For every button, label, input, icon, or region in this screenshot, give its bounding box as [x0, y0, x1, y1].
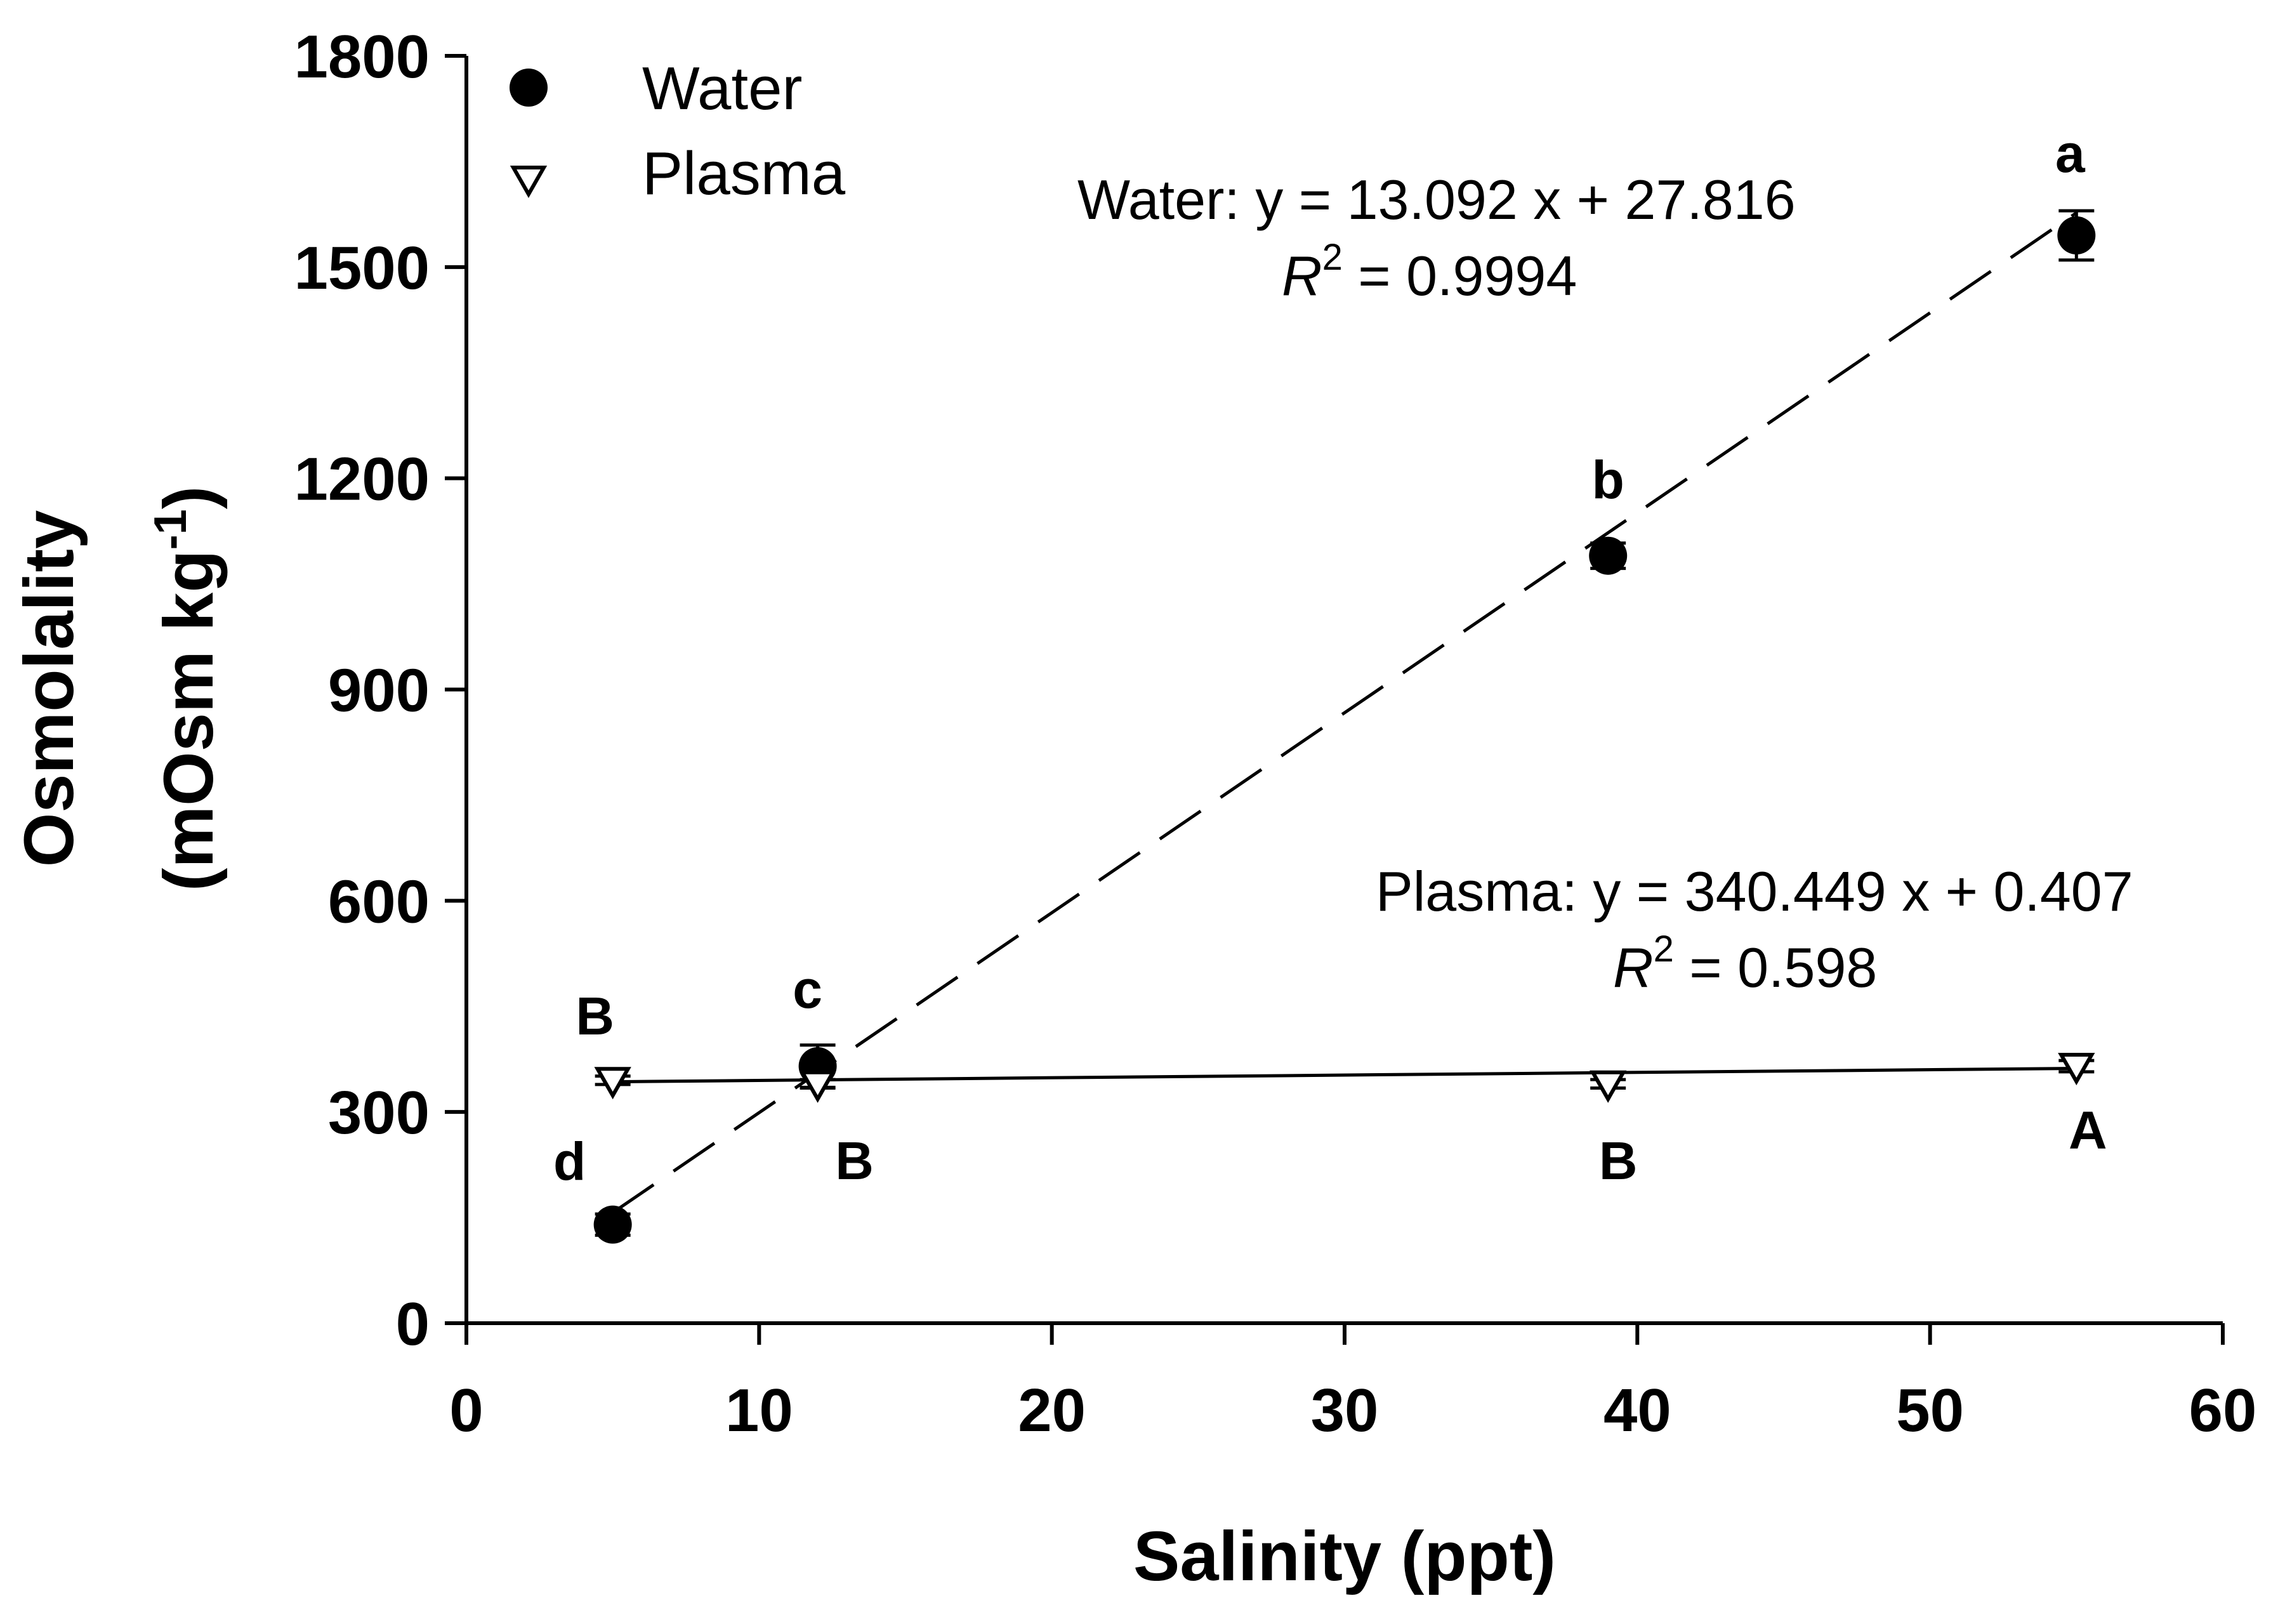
y-axis-title-line1: Osmolality	[10, 510, 88, 867]
y-tick-label: 1500	[294, 234, 430, 302]
legend-water-label: Water	[642, 55, 802, 122]
y-axis-title-line2: (mOsm kg-1)	[145, 486, 228, 892]
fit-lines-layer	[612, 211, 2077, 1214]
y-tick-label: 0	[396, 1290, 430, 1358]
x-tick-label: 60	[2189, 1376, 2257, 1444]
water-r-exponent: 2	[1322, 237, 1343, 278]
plasma-r-symbol: R	[1613, 936, 1654, 999]
water-r-symbol: R	[1282, 244, 1322, 307]
plasma-point	[1590, 1070, 1627, 1103]
plasma-fit-line	[612, 1066, 2077, 1084]
water-point	[1589, 536, 1628, 575]
y-axis-title-exponent: -1	[145, 509, 196, 550]
plasma-point	[799, 1070, 836, 1103]
x-tick-label: 30	[1311, 1376, 1379, 1444]
plasma-point	[2058, 1053, 2095, 1086]
water-significance-letter: a	[2055, 124, 2086, 183]
legend-plasma-label: Plasma	[642, 140, 846, 208]
plasma-r-squared: R2 = 0.598	[1613, 928, 1877, 999]
plasma-significance-letter: B	[835, 1131, 874, 1191]
y-tick-label: 1200	[294, 446, 430, 513]
plasma-point	[594, 1067, 631, 1100]
plasma-significance-letter: A	[2069, 1100, 2107, 1160]
water-significance-letter: c	[793, 960, 822, 1019]
water-point	[593, 1205, 632, 1244]
water-r-value: = 0.9994	[1343, 244, 1577, 307]
y-tick-label: 1800	[294, 23, 430, 91]
axes-layer: 0 300 600 900 1200 1500 1800 0 10 20 30 40 50 60	[294, 23, 2256, 1444]
plasma-r-exponent: 2	[1654, 928, 1674, 970]
text-layer: Salinity (ppt) Osmolality (mOsm kg-1) d c b a B…	[10, 55, 2133, 1595]
x-tick-label: 50	[1896, 1376, 1964, 1444]
water-r-squared: R2 = 0.9994	[1282, 237, 1577, 307]
data-points-layer	[510, 69, 2096, 1244]
plasma-r-value: = 0.598	[1674, 936, 1878, 999]
x-tick-label: 0	[449, 1376, 483, 1444]
y-tick-label: 600	[328, 868, 430, 935]
x-tick-label: 10	[725, 1376, 793, 1444]
water-significance-letter: d	[553, 1132, 586, 1192]
legend-water-marker	[510, 69, 548, 107]
water-point	[2057, 216, 2096, 254]
plasma-significance-letter: B	[1599, 1131, 1638, 1191]
y-axis-title-unit: (mOsm kg	[150, 550, 228, 891]
x-tick-label: 40	[1603, 1376, 1671, 1444]
y-axis-title-close: )	[150, 486, 228, 510]
plasma-significance-letter: B	[576, 986, 614, 1046]
y-tick-label: 300	[328, 1079, 430, 1147]
legend-plasma-marker	[510, 166, 548, 199]
water-fit-line	[612, 211, 2077, 1214]
x-tick-label: 20	[1018, 1376, 1086, 1444]
water-equation: Water: y = 13.092 x + 27.816	[1077, 168, 1796, 231]
y-tick-label: 900	[328, 657, 430, 725]
x-axis-title: Salinity (ppt)	[1133, 1517, 1556, 1595]
water-significance-letter: b	[1592, 451, 1624, 510]
plasma-equation: Plasma: y = 340.449 x + 0.407	[1376, 860, 2133, 923]
